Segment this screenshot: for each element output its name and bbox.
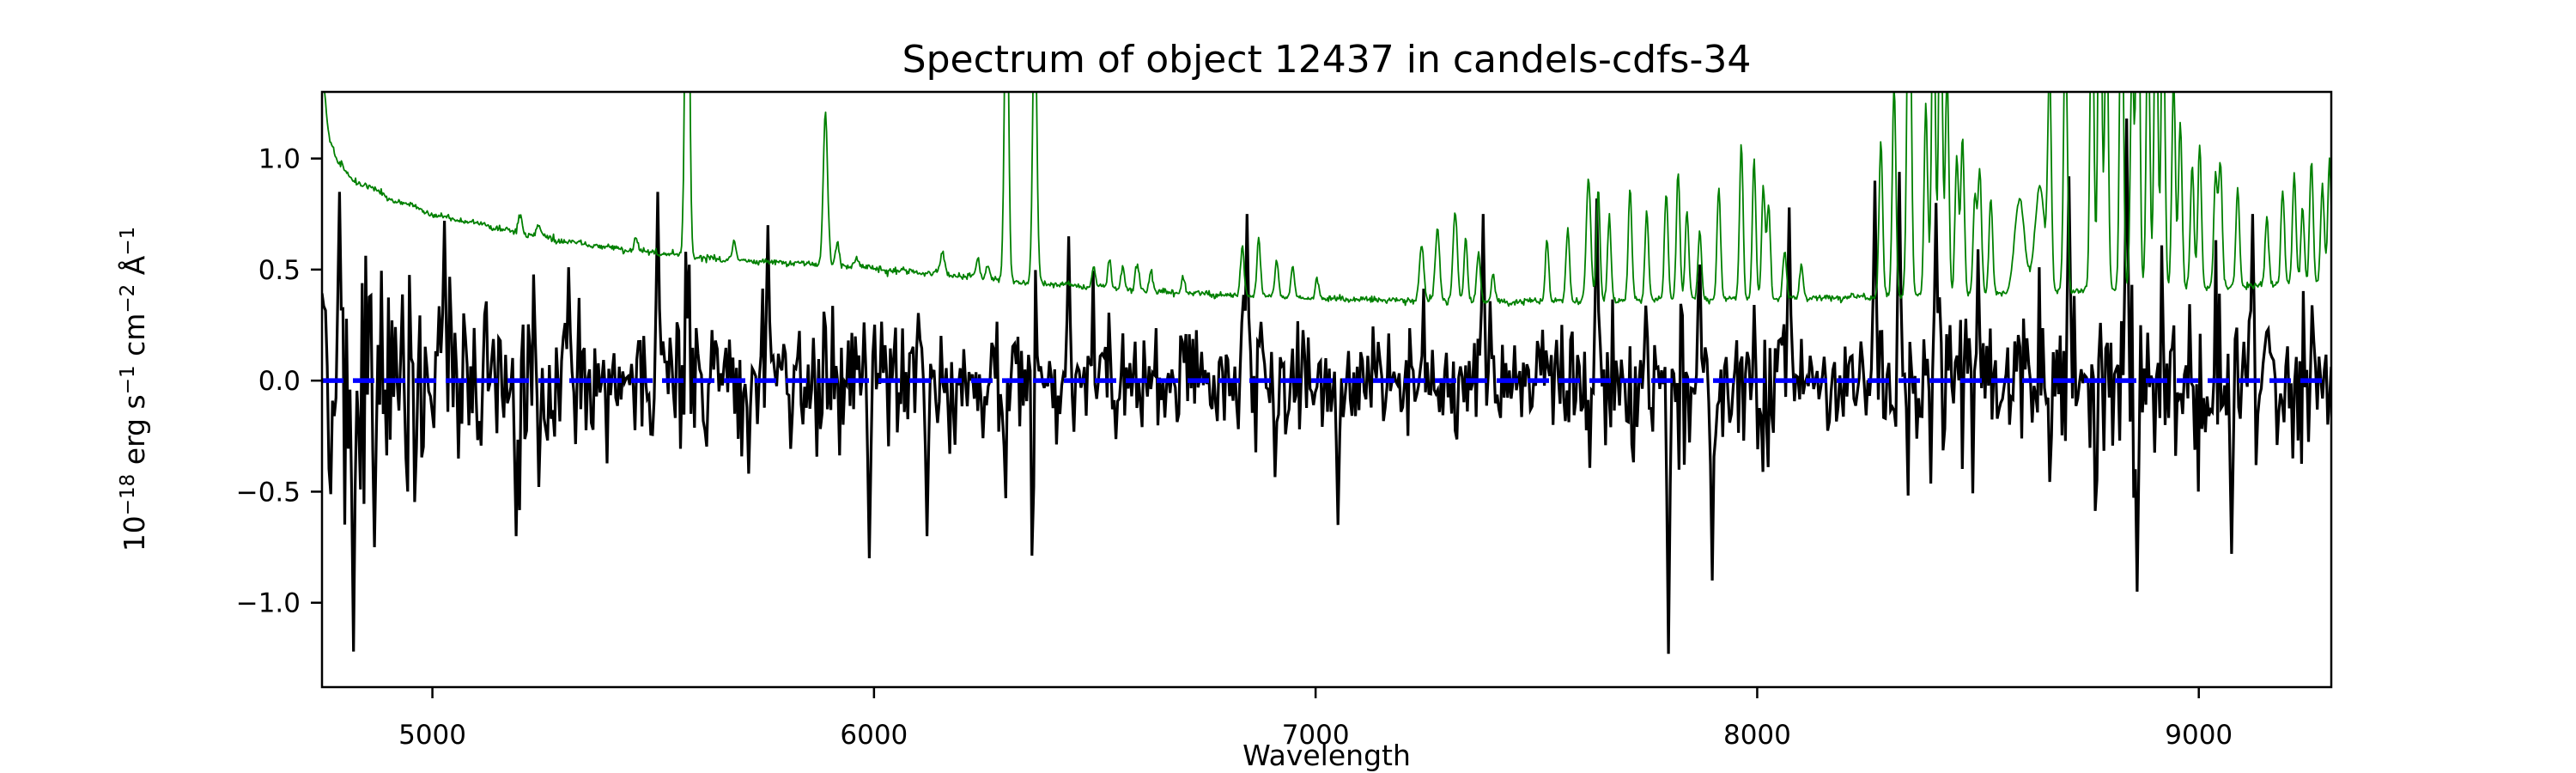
y-tick-label: −1.0	[236, 588, 301, 619]
y-tick-label: 0.0	[258, 366, 301, 397]
y-tick-label: 0.5	[258, 255, 301, 286]
plot-frame	[320, 90, 2333, 689]
x-tick-label: 6000	[840, 720, 908, 751]
x-axis-ticks: 5000 6000 7000 8000 9000	[398, 687, 2233, 751]
x-tick-label: 9000	[2165, 720, 2233, 751]
x-tick-label: 8000	[1723, 720, 1791, 751]
y-axis-ticks: −1.0 −0.5 0.0 0.5 1.0	[236, 144, 322, 619]
y-tick-label: −0.5	[236, 477, 301, 508]
y-axis-label: 10−18 erg s−1 cm−2 Å−1	[117, 227, 151, 552]
figure-title: Spectrum of object 12437 in candels-cdfs…	[902, 38, 1752, 82]
flux-series-line	[322, 118, 2331, 654]
y-tick-label: 1.0	[258, 144, 301, 175]
x-tick-label: 5000	[398, 720, 466, 751]
x-axis-label: Wavelength	[1242, 739, 1411, 772]
x-tick-label: 7000	[1282, 720, 1350, 751]
sky-noise-series-line	[324, 92, 2331, 307]
series-group	[322, 92, 2331, 654]
